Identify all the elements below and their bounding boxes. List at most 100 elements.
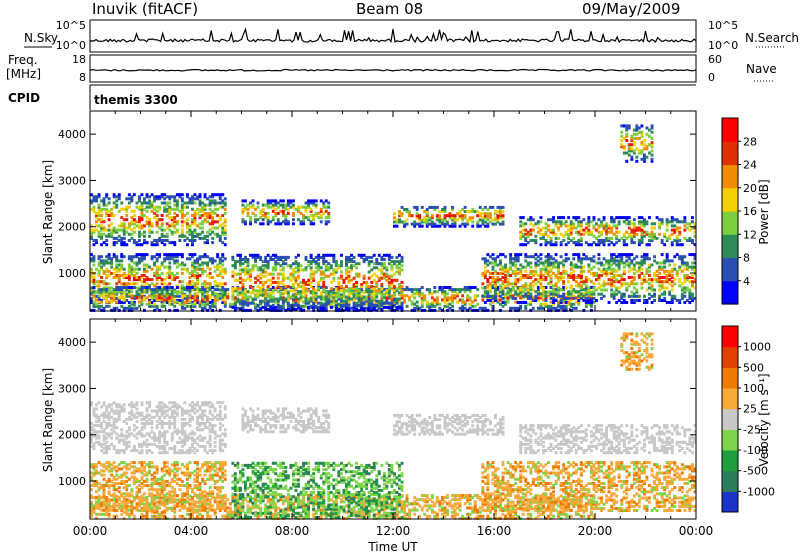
echo-cell <box>385 274 389 278</box>
echo-cell <box>276 262 280 266</box>
echo-cell <box>302 287 305 291</box>
echo-cell <box>332 276 336 280</box>
echo-cell <box>590 308 593 312</box>
echo-cell <box>276 222 280 226</box>
echo-cell <box>415 290 419 294</box>
power-frame <box>89 110 697 312</box>
echo-cell <box>567 300 571 304</box>
echo-cell <box>216 296 220 300</box>
echo-cell <box>150 278 154 282</box>
y-tick-label: 4000 <box>58 128 86 141</box>
echo-cell <box>198 203 202 207</box>
echo-cell <box>579 259 583 263</box>
echo-cell <box>208 267 212 271</box>
echo-cell <box>284 255 288 259</box>
echo-cell <box>276 211 280 215</box>
echo-cell <box>645 243 649 247</box>
echo-cell <box>143 269 146 273</box>
echo-cell <box>385 299 389 303</box>
echo-cell <box>304 201 308 205</box>
echo-cell <box>648 296 651 300</box>
echo-cell <box>504 300 507 304</box>
echo-cell <box>203 241 207 245</box>
echo-cell <box>658 226 661 230</box>
echo-cell <box>549 276 553 279</box>
echo-cell <box>501 265 505 269</box>
echo-cell <box>488 276 492 279</box>
echo-cell <box>180 288 184 292</box>
echo-cell <box>140 224 144 228</box>
echo-cell <box>307 289 310 293</box>
echo-cell <box>380 308 384 311</box>
echo-cell <box>680 286 684 290</box>
freq-line <box>89 68 697 72</box>
echo-cell <box>607 239 611 242</box>
echo-cell <box>329 287 333 291</box>
echo-cell <box>491 304 495 308</box>
echo-cell <box>595 288 598 292</box>
echo-cell <box>365 302 369 306</box>
echo-cell <box>549 236 553 240</box>
echo-cell <box>92 290 96 294</box>
echo-cell <box>297 276 300 280</box>
echo-cell <box>246 276 250 280</box>
echo-cell <box>180 216 184 220</box>
echo-cell <box>317 262 321 266</box>
echo-cell <box>483 259 487 263</box>
echo-cell <box>539 302 543 306</box>
echo-cell <box>193 230 197 234</box>
echo-cell <box>317 258 321 261</box>
echo-cell <box>627 220 631 224</box>
echo-cell <box>191 214 194 217</box>
echo-cell <box>312 258 316 261</box>
echo-cell <box>102 207 106 211</box>
echo-cell <box>286 295 290 299</box>
echo-cell <box>574 306 578 310</box>
echo-cell <box>557 222 560 226</box>
echo-cell <box>549 230 553 234</box>
echo-cell <box>643 153 646 157</box>
echo-cell <box>271 209 275 213</box>
echo-cell <box>206 261 209 265</box>
echo-cell <box>567 292 571 296</box>
echo-cell <box>186 193 189 197</box>
echo-cell <box>524 253 528 257</box>
echo-cell <box>509 294 513 298</box>
echo-cell <box>90 234 93 238</box>
echo-cell <box>632 265 636 269</box>
echo-cell <box>92 207 96 211</box>
echo-cell <box>145 241 149 245</box>
echo-cell <box>117 288 121 292</box>
echo-cell <box>648 234 651 238</box>
echo-cell <box>665 280 669 284</box>
echo-cell <box>547 257 550 261</box>
echo-cell <box>547 306 550 310</box>
echo-cell <box>375 260 379 264</box>
echo-cell <box>428 218 432 222</box>
echo-cell <box>643 280 646 284</box>
echo-cell <box>673 263 677 267</box>
echo-cell <box>360 283 364 286</box>
echo-cell <box>92 444 96 448</box>
echo-cell <box>590 294 593 298</box>
echo-cell <box>100 224 103 228</box>
echo-cell <box>340 260 343 264</box>
echo-cell <box>138 278 141 282</box>
echo-cell <box>223 243 227 247</box>
echo-cell <box>254 253 257 257</box>
echo-cell <box>345 295 348 299</box>
echo-cell <box>398 212 401 216</box>
echo-cell <box>115 199 119 203</box>
echo-cell <box>355 266 358 270</box>
echo-cell <box>155 298 159 302</box>
echo-cell <box>691 299 694 302</box>
echo-cell <box>107 304 111 308</box>
echo-cell <box>281 220 285 224</box>
echo-cell <box>483 257 487 261</box>
echo-cell <box>97 415 101 419</box>
nave-tick-high: 60 <box>708 53 722 66</box>
echo-cell <box>536 230 540 234</box>
echo-cell <box>92 205 96 209</box>
echo-cell <box>309 276 313 280</box>
echo-cell <box>559 261 563 265</box>
